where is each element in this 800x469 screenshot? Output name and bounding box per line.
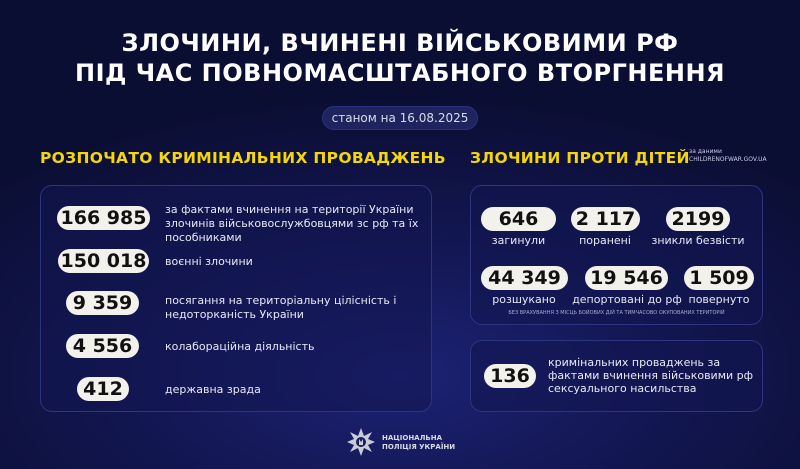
- stat-label: державна зрада: [165, 383, 261, 396]
- child-stat-value: 2 117: [571, 207, 640, 231]
- stat-value: 412: [77, 377, 129, 401]
- title-line-1: ЗЛОЧИНИ, ВЧИНЕНІ ВІЙСЬКОВИМИ РФ: [121, 29, 679, 57]
- sexual-violence-label: кримінальних проваджень за фактами вчине…: [548, 356, 754, 395]
- child-stat-value: 1 509: [684, 266, 754, 290]
- children-heading: ЗЛОЧИНИ ПРОТИ ДІТЕЙ: [470, 149, 690, 167]
- police-star-logo: [347, 428, 375, 456]
- stat-label: колабораційна діяльність: [165, 340, 315, 353]
- footer-line-1: НАЦІОНАЛЬНА: [382, 434, 443, 442]
- footer-line-2: ПОЛІЦІЯ УКРАЇНИ: [382, 443, 456, 451]
- child-stat-value: 44 349: [481, 266, 568, 290]
- source-url: CHILDRENOFWAR.GOV.UA: [689, 156, 767, 163]
- child-stat-label: розшукано: [492, 293, 556, 306]
- children-note: БЕЗ ВРАХУВАННЯ З МІСЦЬ БОЙОВИХ ДІЙ ТА ТИ…: [508, 310, 725, 316]
- date-badge: станом на 16.08.2025: [322, 106, 478, 130]
- child-stat-label: депортовані до рф: [572, 293, 682, 306]
- sexual-violence-value: 136: [484, 364, 536, 388]
- child-stat-value: 19 546: [585, 266, 668, 290]
- criminal-heading: РОЗПОЧАТО КРИМІНАЛЬНИХ ПРОВАДЖЕНЬ: [40, 149, 446, 167]
- stat-label: посягання на територіальну цілісність і …: [165, 294, 397, 321]
- stat-label: за фактами вчинення на території України…: [165, 203, 419, 244]
- title-line-2: ПІД ЧАС ПОВНОМАСШТАБНОГО ВТОРГНЕННЯ: [74, 59, 726, 87]
- stat-value: 9 359: [66, 291, 139, 315]
- child-stat-label: зникли безвісти: [651, 234, 745, 247]
- stat-value: 4 556: [66, 334, 139, 358]
- stat-label: воєнні злочини: [165, 255, 253, 268]
- child-stat-label: загинули: [491, 234, 546, 247]
- stat-value: 166 985: [57, 206, 150, 230]
- source-label: за даними: [689, 148, 722, 155]
- stat-value: 150 018: [58, 249, 149, 273]
- child-stat-label: повернуто: [688, 293, 750, 306]
- child-stat-value: 2199: [666, 207, 730, 231]
- child-stat-label: поранені: [579, 234, 631, 247]
- child-stat-value: 646: [481, 207, 556, 231]
